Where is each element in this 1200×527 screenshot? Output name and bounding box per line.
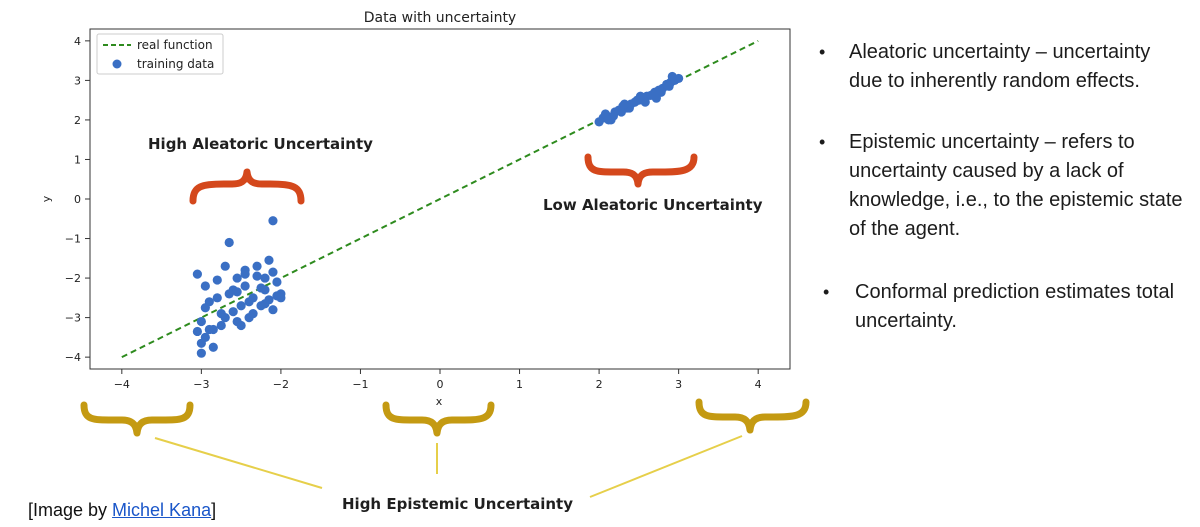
data-point (268, 267, 278, 277)
data-point (232, 273, 242, 283)
data-point (192, 326, 202, 337)
x-tick-label: 3 (675, 378, 682, 391)
connector-line-left (154, 437, 323, 489)
data-point (252, 271, 262, 281)
data-point (224, 289, 234, 299)
data-point (220, 313, 230, 323)
low-aleatoric-label: Low Aleatoric Uncertainty (543, 196, 763, 214)
data-point (192, 269, 202, 279)
x-axis-label: x (436, 395, 443, 408)
epistemic-brace-center (382, 401, 495, 437)
x-tick-label: 0 (437, 378, 444, 391)
data-point (256, 283, 266, 293)
data-point (264, 255, 274, 265)
epistemic-brace-left (80, 401, 194, 437)
data-point (232, 287, 242, 297)
bullet-text: Epistemic uncertainty – refers to uncert… (849, 131, 1183, 240)
bullet-marker: • (819, 42, 826, 62)
bullet-conformal: • Conformal prediction estimates total u… (815, 278, 1185, 336)
data-point (236, 301, 246, 311)
bullet-epistemic: • Epistemic uncertainty – refers to unce… (815, 128, 1185, 244)
data-point (204, 324, 214, 335)
y-tick-label: 0 (74, 193, 81, 206)
y-tick-label: −2 (65, 272, 81, 285)
y-axis-label: y (40, 195, 53, 202)
data-point (200, 281, 210, 291)
bullet-list: • Aleatoric uncertainty – uncertainty du… (815, 38, 1185, 336)
y-tick-label: −1 (65, 233, 81, 246)
high-aleatoric-brace (189, 168, 305, 205)
high-aleatoric-label: High Aleatoric Uncertainty (148, 135, 373, 153)
legend-label-training-data: training data (137, 57, 214, 71)
data-point (224, 237, 234, 248)
epistemic-brace-right (695, 398, 810, 434)
y-tick-label: −4 (65, 351, 81, 364)
data-point (220, 261, 230, 271)
legend: real function training data (96, 33, 224, 75)
data-point (200, 303, 210, 313)
data-point (616, 107, 626, 117)
y-tick-label: 1 (74, 153, 81, 166)
x-tick-label: −1 (352, 378, 368, 391)
data-point (604, 115, 614, 125)
legend-point-swatch (112, 59, 122, 69)
y-tick-label: −3 (65, 312, 81, 325)
data-point (196, 316, 206, 327)
data-point (272, 277, 282, 287)
x-tick-label: −4 (114, 378, 130, 391)
x-tick-label: 1 (516, 378, 523, 391)
connector-line-right (589, 435, 743, 498)
bullet-text: Conformal prediction estimates total unc… (855, 281, 1175, 332)
low-aleatoric-brace (584, 153, 698, 188)
data-point (651, 93, 661, 103)
data-point (260, 273, 270, 283)
x-axis-ticks: −4 −3 −2 −1 0 1 2 3 4 (114, 369, 762, 391)
data-point (268, 305, 278, 315)
y-tick-label: 3 (74, 74, 81, 87)
data-point (260, 299, 270, 309)
bullet-marker: • (819, 132, 826, 152)
data-point (268, 216, 278, 226)
data-point (228, 307, 238, 317)
x-tick-label: 4 (755, 378, 762, 391)
credit-author-link[interactable]: Michel Kana (112, 500, 212, 520)
bullet-aleatoric: • Aleatoric uncertainty – uncertainty du… (815, 38, 1185, 96)
data-point (619, 99, 630, 109)
data-point (200, 332, 210, 342)
credit-prefix: [Image by (28, 500, 113, 520)
legend-label-real-function: real function (137, 38, 213, 52)
x-tick-label: −2 (273, 378, 289, 391)
image-credit: [Image by Michel Kana] (28, 500, 216, 521)
data-point (208, 342, 218, 352)
data-point (244, 297, 254, 307)
data-point (276, 293, 286, 303)
data-point (236, 320, 246, 331)
y-tick-label: 4 (74, 35, 81, 48)
bullet-text: Aleatoric uncertainty – uncertainty due … (849, 41, 1151, 92)
data-point (248, 309, 258, 319)
x-tick-label: 2 (596, 378, 603, 391)
data-point (635, 91, 646, 101)
data-point (196, 348, 206, 358)
data-point (216, 320, 226, 331)
x-tick-label: −3 (193, 378, 209, 391)
data-point (664, 81, 674, 91)
training-data-points (192, 71, 684, 358)
data-point (667, 71, 677, 82)
y-axis-ticks: −4 −3 −2 −1 0 1 2 3 4 (65, 35, 90, 364)
y-tick-label: 2 (74, 114, 81, 127)
bullet-marker: • (823, 282, 830, 302)
data-point (212, 275, 222, 285)
high-epistemic-label: High Epistemic Uncertainty (342, 495, 573, 513)
data-point (240, 269, 250, 279)
data-point (252, 261, 262, 271)
credit-suffix: ] (211, 500, 217, 520)
data-point (212, 293, 222, 303)
data-point (240, 281, 250, 291)
chart-title: Data with uncertainty (364, 10, 516, 26)
